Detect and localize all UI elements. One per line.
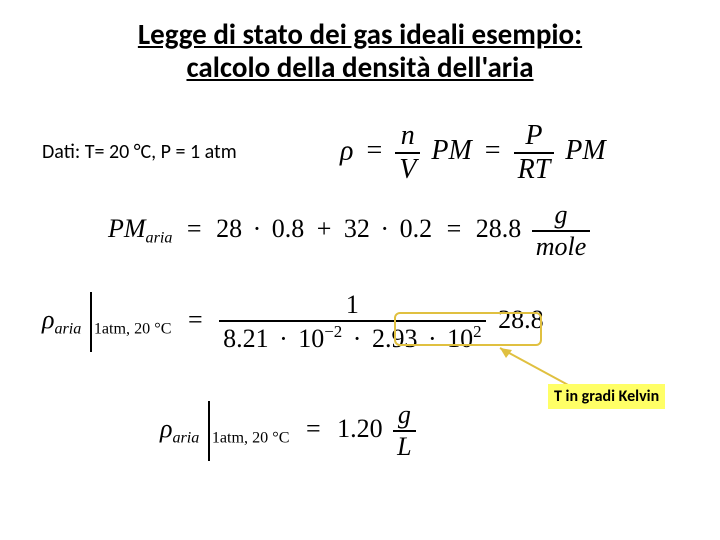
num-p: P [514, 120, 555, 152]
unit-g-over-l: g L [393, 400, 415, 462]
unit-g: g [532, 200, 591, 230]
sub-aria-2: aria [172, 430, 199, 447]
cond-sub-2: 1atm, 20 °C [212, 430, 290, 447]
term-32: 32 [344, 214, 370, 243]
cond-sub: 1atm, 20 °C [94, 321, 172, 338]
eq-sign-4: = [296, 414, 331, 443]
eval-bar [90, 292, 92, 352]
term-02: 0.2 [400, 214, 433, 243]
sym-eq: = [360, 135, 388, 166]
term-08: 0.8 [272, 214, 305, 243]
slide-title: Legge di stato dei gas ideali esempio: c… [0, 0, 720, 85]
eval-bar-2 [208, 401, 210, 461]
equation-density-result: ρaria 1atm, 20 °C = 1.20 g L [160, 400, 416, 462]
rho-aria-2: ρ [160, 414, 172, 443]
frac-p-over-rt: P RT [514, 120, 555, 186]
sym-rho: ρ [340, 135, 353, 166]
callout-kelvin-label: T in gradi Kelvin [548, 384, 665, 409]
equation-density-definition: ρ = n V PM = P RT PM [340, 120, 606, 186]
unit-g-over-mole: g mole [532, 200, 591, 262]
frac-n-over-v: n V [395, 120, 420, 186]
highlight-box-temperature [394, 312, 542, 346]
dot-1: · [249, 214, 266, 243]
eq-sign: = [178, 305, 213, 334]
result-288: 28.8 [476, 214, 522, 243]
den-v: V [395, 152, 420, 186]
den-rt: RT [514, 152, 555, 186]
sym-eq-2: = [479, 135, 507, 166]
lhs-sub: aria [146, 230, 173, 247]
val-120: 1.20 [337, 414, 383, 443]
rho-aria: ρ [42, 305, 54, 334]
lhs-pm: PM [108, 214, 146, 243]
eq-sign-2: = [439, 214, 470, 243]
data-given: Dati: T= 20 °C, P = 1 atm [42, 140, 237, 164]
unit-g-2: g [393, 400, 415, 430]
title-line-1: Legge di stato dei gas ideali esempio: [138, 16, 582, 52]
eq-sign: = [179, 214, 210, 243]
sub-aria: aria [54, 321, 81, 338]
sym-pm-2: PM [561, 135, 605, 166]
title-line-2: calcolo della densità dell'aria [186, 49, 533, 85]
num-n: n [395, 120, 420, 152]
sym-pm-1: PM [427, 135, 471, 166]
unit-l: L [393, 430, 415, 462]
plus: + [311, 214, 338, 243]
equation-molar-mass-air: PMaria = 28 · 0.8 + 32 · 0.2 = 28.8 g mo… [108, 200, 590, 262]
term-28: 28 [216, 214, 242, 243]
unit-mole: mole [532, 230, 591, 262]
dot-2: · [376, 214, 393, 243]
